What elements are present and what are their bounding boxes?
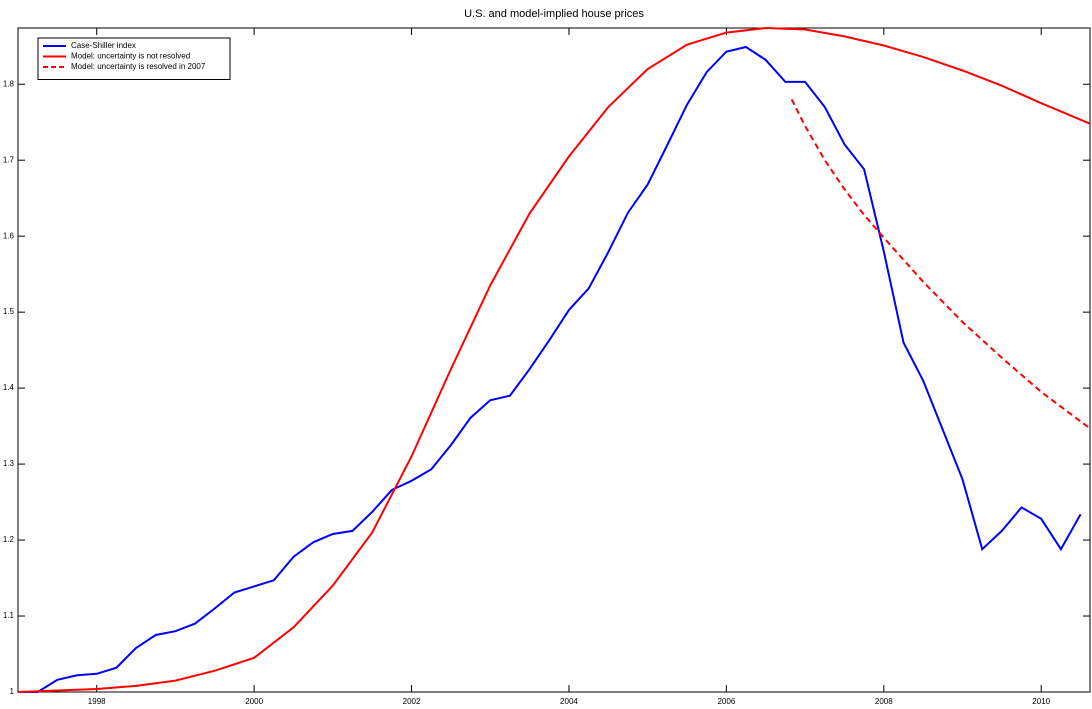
y-tick-label: 1.2 bbox=[3, 535, 15, 544]
chart-title: U.S. and model-implied house prices bbox=[464, 8, 644, 20]
y-tick-label: 1.3 bbox=[3, 459, 15, 468]
y-tick-label: 1.8 bbox=[3, 79, 15, 88]
legend-box bbox=[37, 37, 231, 80]
x-tick-label: 2008 bbox=[875, 697, 893, 706]
legend-text: Model: uncertainty is resolved in 2007 bbox=[71, 62, 206, 71]
y-tick-label: 1.5 bbox=[3, 307, 15, 316]
y-tick-label: 1.7 bbox=[3, 155, 15, 164]
series-line bbox=[790, 98, 1091, 430]
y-tick-label: 1.4 bbox=[3, 383, 15, 392]
series-line bbox=[17, 26, 1091, 693]
plot-area bbox=[17, 27, 1091, 693]
x-tick-label: 2000 bbox=[245, 697, 263, 706]
y-tick-label: 1.6 bbox=[3, 231, 15, 240]
x-tick-label: 2010 bbox=[1032, 697, 1050, 706]
legend-text: Case-Shiller index bbox=[71, 41, 136, 50]
x-tick-label: 2004 bbox=[560, 697, 578, 706]
x-tick-label: 1998 bbox=[88, 697, 106, 706]
legend-text: Model: uncertainty is not resolved bbox=[71, 52, 190, 61]
x-tick-label: 2006 bbox=[717, 697, 735, 706]
y-tick-label: 1.1 bbox=[3, 611, 15, 620]
x-tick-label: 2002 bbox=[403, 697, 421, 706]
y-tick-label: 1 bbox=[10, 687, 15, 696]
series-line bbox=[18, 45, 1082, 693]
